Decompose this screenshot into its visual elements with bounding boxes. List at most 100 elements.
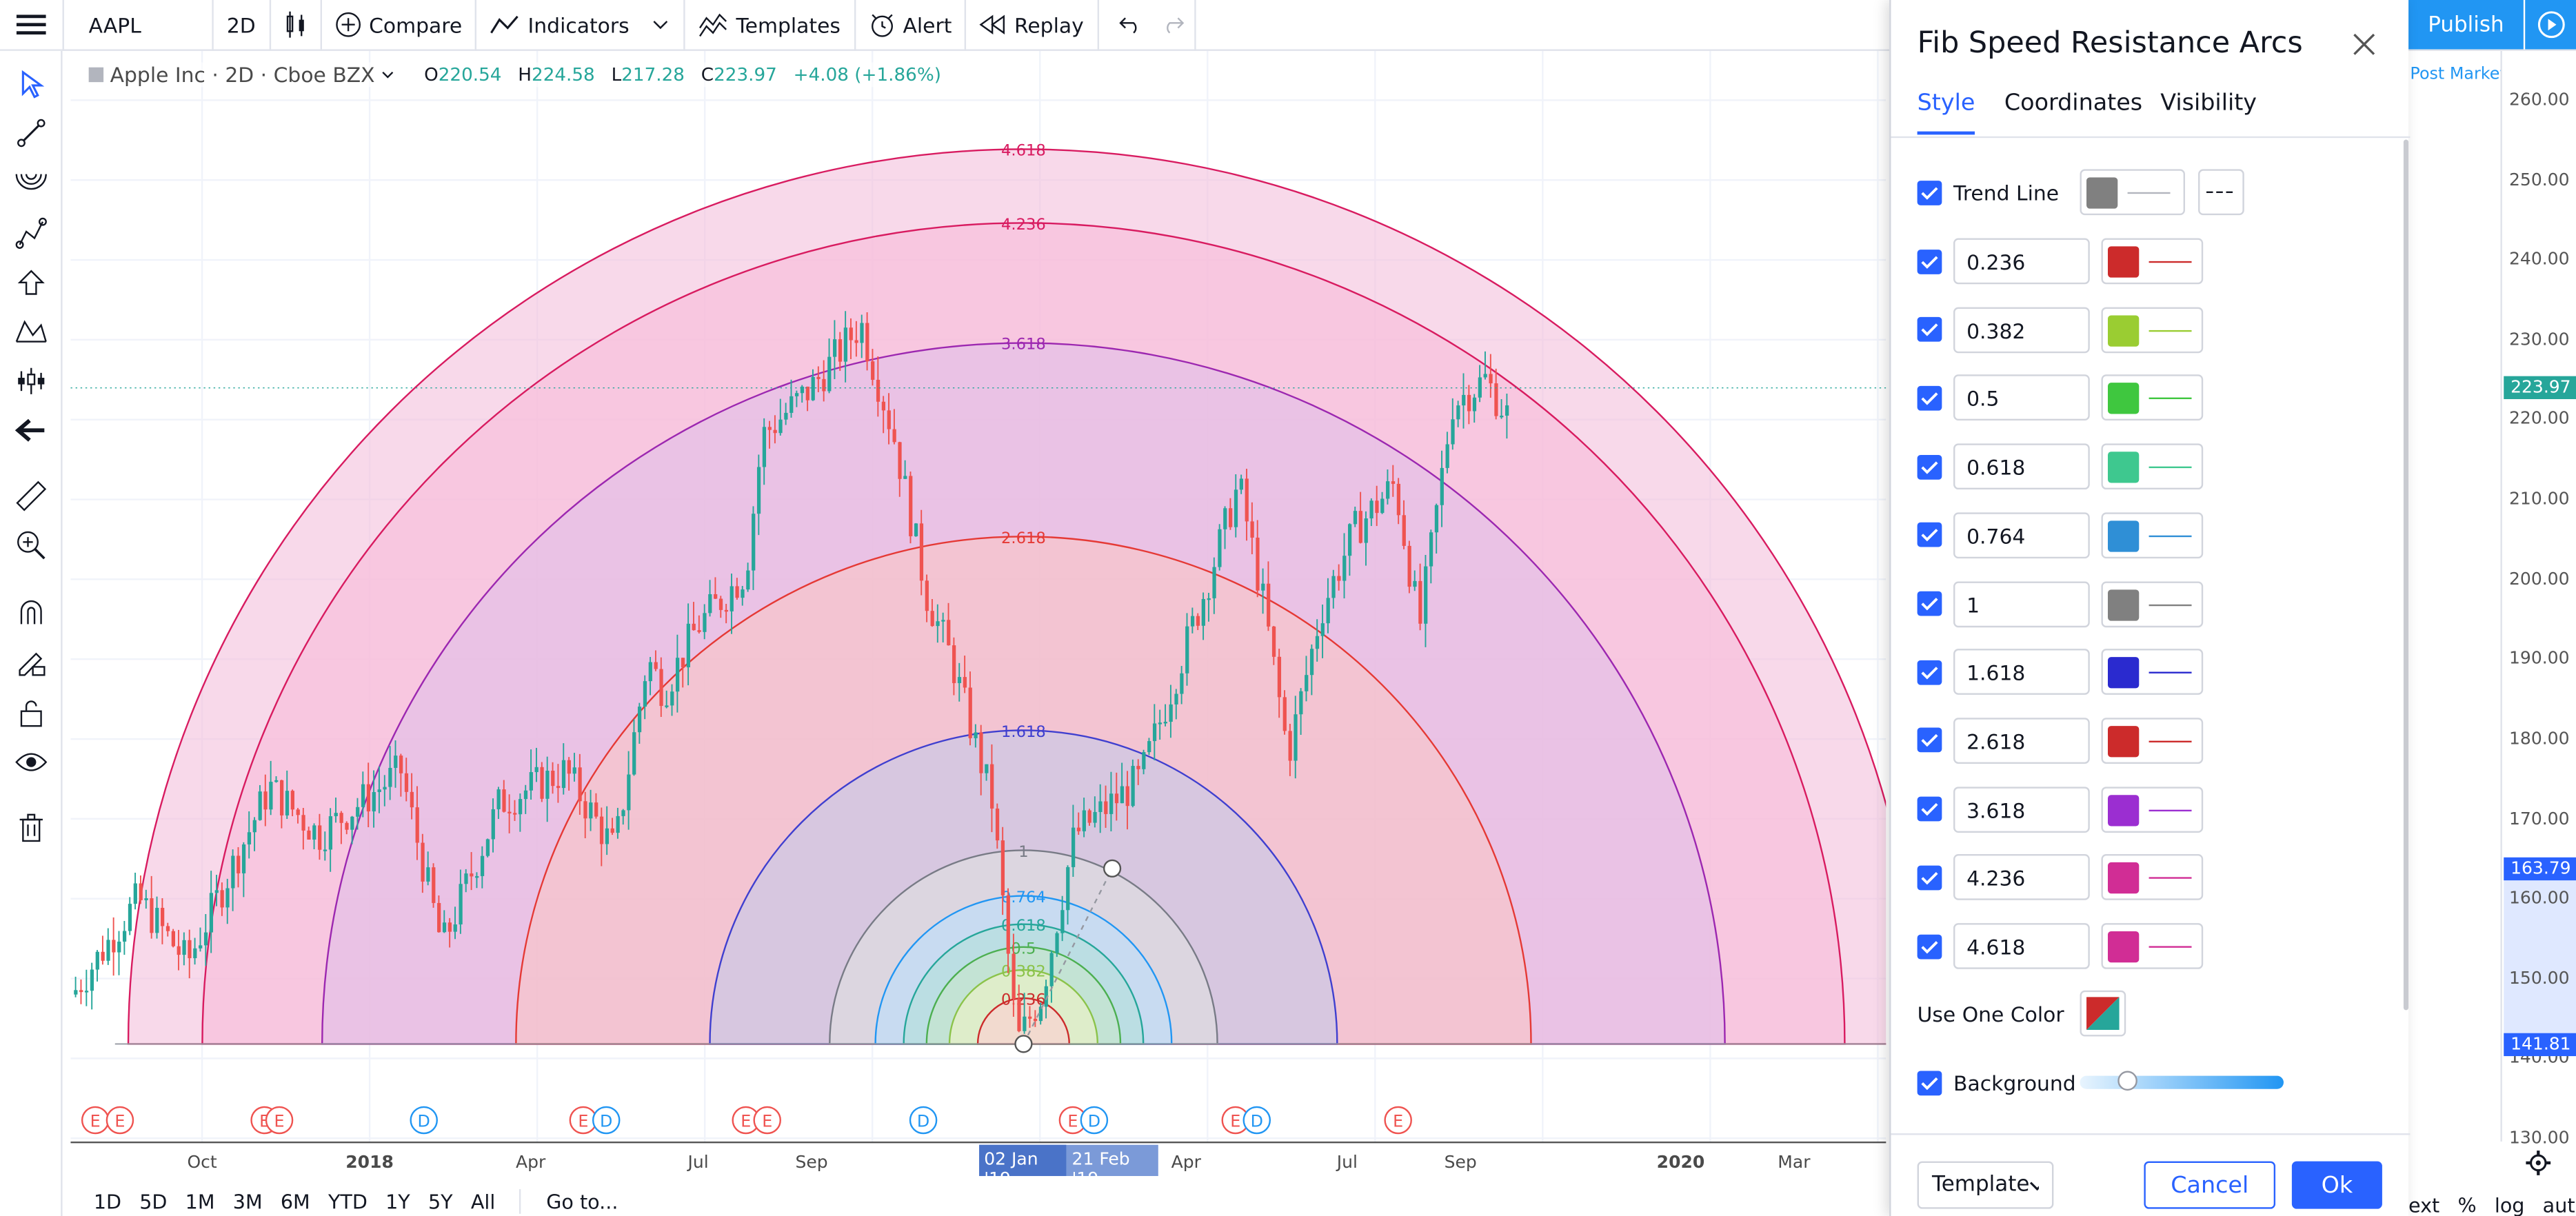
tab-coordinates[interactable]: Coordinates — [2004, 90, 2142, 116]
level-checkbox[interactable] — [1917, 317, 1942, 343]
menu-button[interactable] — [0, 0, 63, 50]
measure-tool[interactable] — [12, 476, 51, 516]
publish-button[interactable]: Publish — [2408, 0, 2524, 50]
trend-line-checkbox[interactable] — [1917, 179, 1942, 205]
event-marker[interactable] — [410, 1106, 438, 1135]
cancel-button[interactable]: Cancel — [2144, 1161, 2276, 1209]
level-value-input[interactable]: 4.618 — [1953, 923, 2090, 969]
fib-arcs[interactable]: 0.2360.3820.50.6180.76411.6182.6183.6184… — [128, 142, 1886, 1044]
level-checkbox[interactable] — [1917, 248, 1942, 274]
timeframe-all[interactable]: All — [470, 1190, 496, 1213]
level-color-picker[interactable] — [2101, 854, 2204, 901]
level-value-input[interactable]: 0.5 — [1953, 375, 2090, 421]
level-checkbox[interactable] — [1917, 454, 1942, 479]
chart-type-button[interactable] — [270, 0, 319, 50]
event-marker[interactable] — [1242, 1106, 1271, 1135]
chevron-down-icon[interactable] — [651, 17, 671, 33]
scale-settings-button[interactable] — [2522, 1146, 2555, 1179]
level-color-picker[interactable] — [2101, 375, 2204, 421]
tab-visibility[interactable]: Visibility — [2160, 90, 2257, 116]
level-checkbox[interactable] — [1917, 523, 1942, 548]
chevron-down-icon[interactable] — [381, 68, 394, 81]
lock-drawings-tool[interactable] — [12, 693, 51, 732]
log-scale-toggle[interactable]: log — [2494, 1193, 2525, 1216]
level-checkbox[interactable] — [1917, 385, 1942, 411]
chart-pane[interactable]: 0.236 0.382 0.5 0.618 0.764 1 1.618 2.618 3.618 4… — [70, 50, 1886, 1142]
transparency-slider[interactable] — [2080, 1075, 2284, 1089]
fib-tool[interactable] — [12, 164, 51, 203]
trend-line-style[interactable] — [2198, 169, 2244, 216]
level-value-input[interactable]: 0.764 — [1953, 511, 2090, 558]
level-checkbox[interactable] — [1917, 796, 1942, 822]
anchor-handle[interactable] — [1014, 1035, 1033, 1053]
fullscreen-button[interactable] — [2525, 0, 2576, 50]
level-color-picker[interactable] — [2101, 306, 2204, 353]
timeframe-1m[interactable]: 1M — [185, 1190, 215, 1213]
level-value-input[interactable]: 4.236 — [1953, 854, 2090, 901]
timeframe-ytd[interactable]: YTD — [328, 1190, 368, 1213]
indicators-button[interactable]: Indicators — [477, 0, 684, 50]
event-marker[interactable] — [105, 1106, 134, 1135]
prediction-tool[interactable] — [12, 361, 51, 401]
second-point-handle[interactable] — [1103, 859, 1122, 878]
level-color-picker[interactable] — [2101, 580, 2204, 627]
templates-button[interactable]: Templates — [685, 0, 854, 50]
level-value-input[interactable]: 3.618 — [1953, 786, 2090, 833]
timeframe-1y[interactable]: 1Y — [385, 1190, 410, 1213]
stay-in-drawing-tool[interactable] — [12, 642, 51, 682]
level-checkbox[interactable] — [1917, 933, 1942, 959]
level-value-input[interactable]: 0.236 — [1953, 238, 2090, 285]
event-marker[interactable] — [909, 1106, 938, 1135]
level-checkbox[interactable] — [1917, 865, 1942, 890]
price-scale[interactable]: 260.00 250.00 240.00 230.00 220.00 210.00 200.… — [2500, 50, 2576, 1148]
event-marker[interactable] — [592, 1106, 621, 1135]
brush-tool[interactable] — [12, 214, 51, 253]
hide-drawings-tool[interactable] — [12, 742, 51, 782]
undo-button[interactable] — [1098, 0, 1151, 50]
transparency-handle[interactable] — [2117, 1071, 2137, 1091]
template-dropdown[interactable]: Template — [1917, 1161, 2054, 1209]
shapes-tool[interactable] — [12, 263, 51, 302]
level-color-picker[interactable] — [2101, 238, 2204, 285]
timeframe-1d[interactable]: 1D — [93, 1190, 122, 1213]
event-marker[interactable] — [1080, 1106, 1109, 1135]
background-checkbox[interactable] — [1917, 1070, 1942, 1095]
dialog-scrollbar[interactable] — [2403, 139, 2409, 1011]
level-value-input[interactable]: 1.618 — [1953, 649, 2090, 696]
percent-scale-toggle[interactable]: % — [2457, 1193, 2477, 1216]
compare-button[interactable]: Compare — [321, 0, 475, 50]
replay-button[interactable]: Replay — [967, 0, 1097, 50]
level-value-input[interactable]: 2.618 — [1953, 717, 2090, 764]
ok-button[interactable]: Ok — [2291, 1161, 2382, 1209]
trend-line[interactable] — [1023, 868, 1114, 1044]
time-scale[interactable]: Oct 2018 Apr Jul Sep Apr Jul Sep 2020 Mar 02 Jan '… — [70, 1141, 1886, 1189]
level-color-picker[interactable] — [2101, 786, 2204, 833]
timeframe-3m[interactable]: 3M — [232, 1190, 263, 1213]
extended-hours-toggle[interactable]: ext — [2408, 1193, 2440, 1216]
event-marker[interactable] — [753, 1106, 781, 1135]
level-value-input[interactable]: 0.382 — [1953, 306, 2090, 353]
timeframe-6m[interactable]: 6M — [280, 1190, 310, 1213]
level-color-picker[interactable] — [2101, 649, 2204, 696]
close-button[interactable] — [2348, 28, 2381, 61]
trend-line-color[interactable] — [2080, 169, 2185, 216]
alert-button[interactable]: Alert — [855, 0, 965, 50]
trend-line-tool[interactable] — [12, 113, 51, 152]
level-color-picker[interactable] — [2101, 923, 2204, 969]
level-value-input[interactable]: 0.618 — [1953, 443, 2090, 490]
level-checkbox[interactable] — [1917, 728, 1942, 753]
cursor-tool[interactable] — [12, 64, 51, 103]
level-value-input[interactable]: 1 — [1953, 580, 2090, 627]
tab-style[interactable]: Style — [1917, 90, 1975, 135]
back-tool[interactable] — [12, 411, 51, 450]
legend-symbol-name[interactable]: Apple Inc · 2D · Cboe BZX — [110, 62, 375, 88]
level-color-picker[interactable] — [2101, 511, 2204, 558]
zoom-tool[interactable] — [12, 525, 51, 565]
timeframe-5d[interactable]: 5D — [139, 1190, 168, 1213]
interval-button[interactable]: 2D — [214, 0, 269, 50]
magnet-tool[interactable] — [12, 593, 51, 632]
event-marker[interactable] — [265, 1106, 294, 1135]
level-color-picker[interactable] — [2101, 443, 2204, 490]
timeframe-5y[interactable]: 5Y — [427, 1190, 453, 1213]
